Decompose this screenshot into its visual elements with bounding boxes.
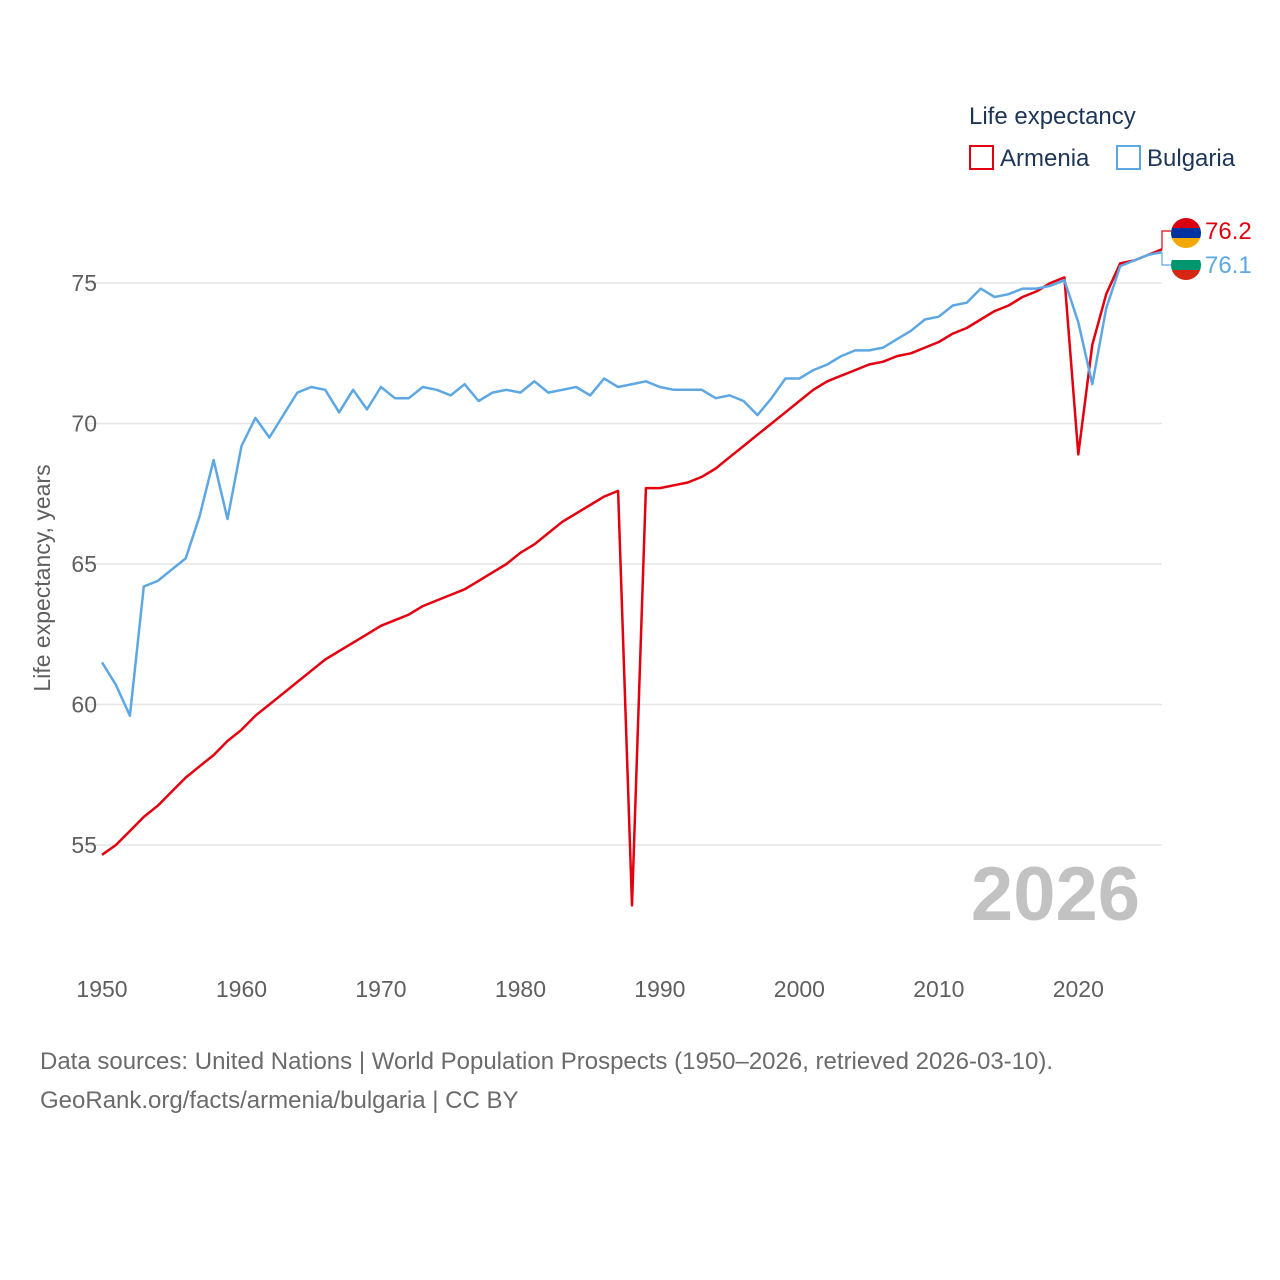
y-tick-55: 55 (71, 832, 97, 858)
x-tick-1960: 1960 (216, 976, 267, 1002)
x-tick-2010: 2010 (913, 976, 964, 1002)
x-tick-1980: 1980 (495, 976, 546, 1002)
legend-label-bulgaria: Bulgaria (1147, 145, 1236, 172)
legend-title: Life expectancy (969, 103, 1136, 130)
x-tick-2000: 2000 (774, 976, 825, 1002)
legend-swatch-bulgaria (1116, 145, 1141, 170)
bulgaria-flag-icon (1171, 250, 1201, 280)
y-axis-ticks: 55 60 65 70 75 (71, 270, 97, 858)
legend-swatch-armenia (969, 145, 994, 170)
source-note: Data sources: United Nations | World Pop… (40, 1042, 1053, 1120)
y-tick-65: 65 (71, 551, 97, 577)
x-tick-1970: 1970 (355, 976, 406, 1002)
x-tick-1990: 1990 (634, 976, 685, 1002)
armenia-flag-icon (1171, 218, 1201, 248)
x-tick-2020: 2020 (1053, 976, 1104, 1002)
gridlines (86, 282, 1162, 846)
connector-armenia (1161, 230, 1171, 250)
source-line-1: Data sources: United Nations | World Pop… (40, 1048, 1054, 1075)
source-line-2: GeoRank.org/facts/armenia/bulgaria | CC … (40, 1087, 519, 1114)
series-lines (100, 248, 1163, 907)
x-axis-ticks: 1950 1960 1970 1980 1990 2000 2010 2020 (76, 976, 1103, 1002)
connector-bulgaria (1161, 252, 1171, 266)
legend-item-bulgaria[interactable]: Bulgaria (1116, 145, 1236, 172)
series-line-armenia[interactable] (101, 248, 1163, 907)
y-axis-label: Life expectancy, years (29, 464, 55, 691)
end-value-armenia: 76.2 (1205, 218, 1252, 245)
series-line-bulgaria[interactable] (100, 250, 1163, 717)
y-tick-70: 70 (71, 411, 97, 437)
end-labels: 76.2 76.1 (1161, 218, 1252, 280)
current-year-watermark: 2026 (971, 852, 1140, 937)
y-tick-75: 75 (71, 270, 97, 296)
legend-item-armenia[interactable]: Armenia (969, 145, 1090, 172)
legend-label-armenia: Armenia (1000, 145, 1090, 172)
y-tick-60: 60 (71, 692, 97, 718)
legend: Life expectancy Armenia Bulgaria (969, 103, 1236, 172)
x-tick-1950: 1950 (76, 976, 127, 1002)
end-value-bulgaria: 76.1 (1205, 252, 1252, 279)
